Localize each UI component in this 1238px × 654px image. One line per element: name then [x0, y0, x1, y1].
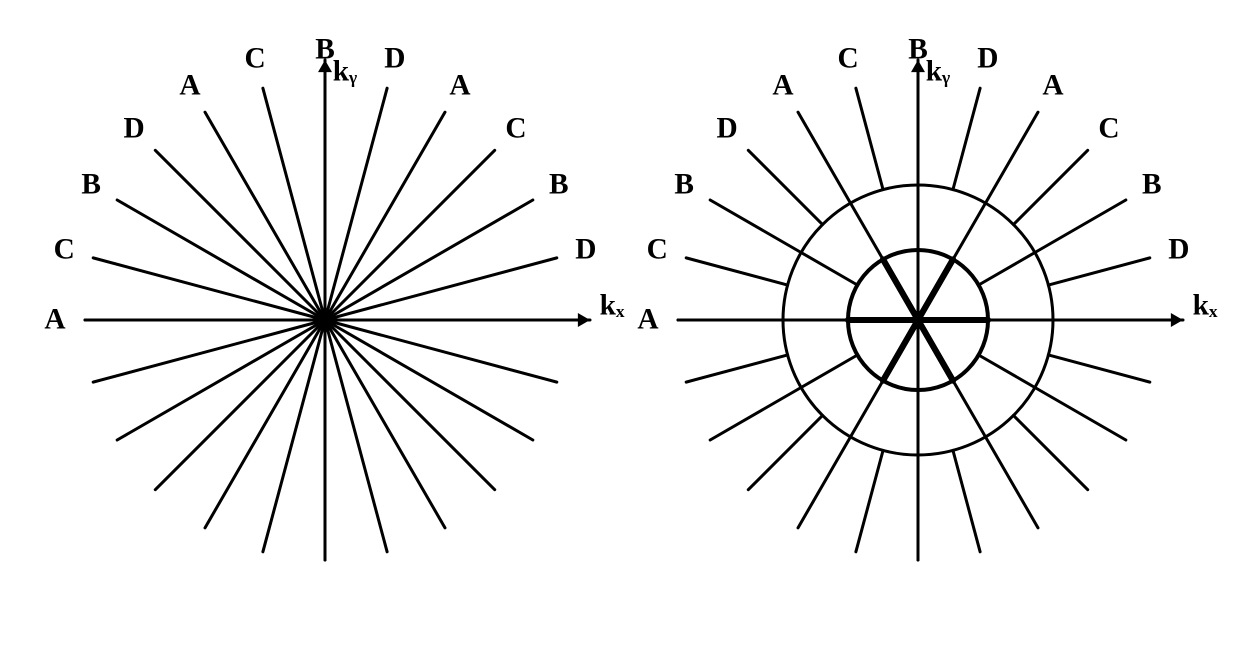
right-spoke: [1013, 415, 1087, 489]
right-spoke-label: A: [772, 70, 793, 103]
right-spoke: [798, 437, 851, 528]
right-midring-spoke: [979, 253, 1035, 286]
left-spoke-label: C: [505, 113, 526, 146]
left-spoke: [325, 258, 557, 320]
left-spoke-label: C: [54, 234, 75, 267]
diagram-canvas: kₓkᵧACBDACBDACBDkₓkᵧACBDACBDACBD: [0, 0, 1238, 654]
right-spoke-label: D: [977, 43, 998, 76]
right-spoke: [686, 355, 787, 382]
left-spoke-label: D: [575, 234, 596, 267]
right-spoke-label: A: [1042, 70, 1063, 103]
left-axis-label-ky: kᵧ: [333, 56, 358, 89]
right-midring-spoke: [851, 381, 884, 437]
left-spoke: [325, 88, 387, 320]
right-spoke-label: D: [1168, 234, 1189, 267]
left-spoke-label: B: [549, 169, 569, 202]
right-midring-spoke: [979, 355, 1035, 388]
right-spoke: [986, 437, 1039, 528]
left-spoke: [93, 320, 325, 382]
right-spoke-label: C: [838, 43, 859, 76]
right-spoke: [686, 258, 787, 285]
right-midring-spoke: [801, 253, 857, 286]
left-axis-label-kx: kₓ: [600, 290, 625, 323]
right-spoke: [1035, 388, 1126, 441]
right-spoke: [953, 450, 980, 551]
right-spoke: [856, 450, 883, 551]
right-spoke-label: B: [674, 169, 694, 202]
right-spoke-label: B: [1142, 169, 1162, 202]
right-spoke: [748, 415, 822, 489]
left-spoke-label: D: [384, 43, 405, 76]
right-axis-label-ky: kᵧ: [926, 56, 951, 89]
right-axis-label-kx: kₓ: [1193, 290, 1218, 323]
right-spoke-label: B: [908, 34, 928, 67]
left-spoke-label: A: [44, 304, 65, 337]
left-spoke: [325, 320, 557, 382]
left-spoke-label: B: [81, 169, 101, 202]
right-spoke-label: D: [716, 113, 737, 146]
right-spoke: [798, 112, 851, 203]
left-spoke: [263, 88, 325, 320]
left-spoke: [325, 320, 387, 552]
left-spoke: [263, 320, 325, 552]
right-midring-spoke: [851, 203, 884, 259]
right-spoke: [986, 112, 1039, 203]
left-spoke-label: D: [123, 113, 144, 146]
right-spoke: [710, 200, 801, 253]
right-spoke: [1048, 258, 1149, 285]
right-midring-spoke: [801, 355, 857, 388]
right-spoke: [710, 388, 801, 441]
left-spoke-label: B: [315, 34, 335, 67]
right-spoke-label: C: [1098, 113, 1119, 146]
right-spoke: [1013, 150, 1087, 224]
left-spoke-label: A: [179, 70, 200, 103]
right-spoke: [1048, 355, 1149, 382]
right-spoke: [953, 88, 980, 189]
right-midring-spoke: [953, 203, 986, 259]
left-spoke-label: C: [245, 43, 266, 76]
right-spoke-label: C: [647, 234, 668, 267]
right-midring-spoke: [953, 381, 986, 437]
right-spoke: [856, 88, 883, 189]
right-spoke-label: A: [637, 304, 658, 337]
right-spoke: [1035, 200, 1126, 253]
right-spoke: [748, 150, 822, 224]
left-spoke-label: A: [449, 70, 470, 103]
left-spoke: [93, 258, 325, 320]
